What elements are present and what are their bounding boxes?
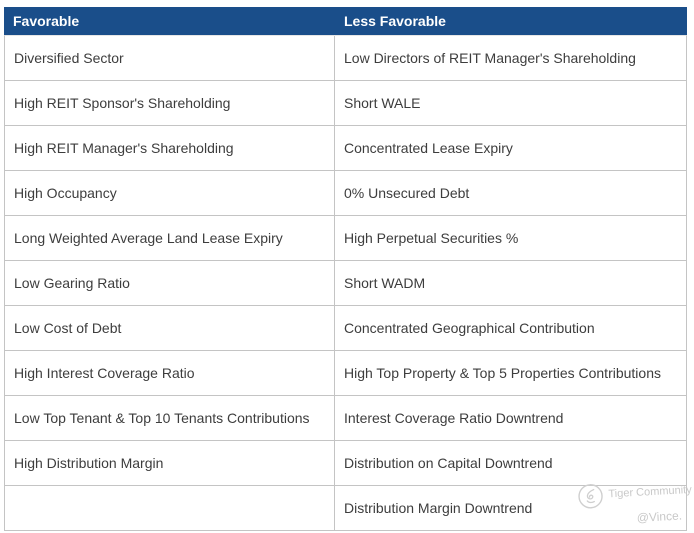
favorable-cell: Diversified Sector (5, 36, 335, 80)
less-favorable-cell: High Top Property & Top 5 Properties Con… (344, 365, 661, 381)
table-row: High REIT Manager's Shareholding Concent… (5, 126, 686, 171)
table-row: Long Weighted Average Land Lease Expiry … (5, 216, 686, 261)
less-favorable-cell: High Perpetual Securities % (344, 230, 519, 246)
less-favorable-cell: Short WADM (344, 275, 426, 291)
favorable-cell: Low Gearing Ratio (5, 261, 335, 305)
favorable-cell: High REIT Sponsor's Shareholding (5, 81, 335, 125)
favorable-cell: High Distribution Margin (5, 441, 335, 485)
table-row: High Interest Coverage Ratio High Top Pr… (5, 351, 686, 396)
favorable-cell (5, 486, 335, 530)
favorable-cell: Long Weighted Average Land Lease Expiry (5, 216, 335, 260)
table-row: Distribution Margin Downtrend (5, 486, 686, 531)
header-favorable: Favorable (13, 13, 80, 29)
less-favorable-cell: Short WALE (344, 95, 421, 111)
less-favorable-cell: Interest Coverage Ratio Downtrend (344, 410, 564, 426)
favorable-cell: Low Cost of Debt (5, 306, 335, 350)
favorable-cell: Low Top Tenant & Top 10 Tenants Contribu… (5, 396, 335, 440)
table-row: High REIT Sponsor's Shareholding Short W… (5, 81, 686, 126)
header-less-favorable: Less Favorable (344, 13, 446, 29)
comparison-table: Favorable Less Favorable Diversified Sec… (4, 7, 687, 531)
table-row: Low Cost of Debt Concentrated Geographic… (5, 306, 686, 351)
less-favorable-cell: Concentrated Lease Expiry (344, 140, 513, 156)
table-header-row: Favorable Less Favorable (4, 7, 687, 35)
table-row: Low Gearing Ratio Short WADM (5, 261, 686, 306)
table-row: High Occupancy 0% Unsecured Debt (5, 171, 686, 216)
favorable-cell: High Occupancy (5, 171, 335, 215)
less-favorable-cell: 0% Unsecured Debt (344, 185, 470, 201)
less-favorable-cell: Distribution on Capital Downtrend (344, 455, 553, 471)
table-body: Diversified Sector Low Directors of REIT… (4, 35, 687, 531)
table-row: Diversified Sector Low Directors of REIT… (5, 36, 686, 81)
table-row: High Distribution Margin Distribution on… (5, 441, 686, 486)
favorable-cell: High Interest Coverage Ratio (5, 351, 335, 395)
less-favorable-cell: Concentrated Geographical Contribution (344, 320, 595, 336)
less-favorable-cell: Distribution Margin Downtrend (344, 500, 533, 516)
favorable-cell: High REIT Manager's Shareholding (5, 126, 335, 170)
less-favorable-cell: Low Directors of REIT Manager's Sharehol… (344, 50, 636, 66)
table-row: Low Top Tenant & Top 10 Tenants Contribu… (5, 396, 686, 441)
